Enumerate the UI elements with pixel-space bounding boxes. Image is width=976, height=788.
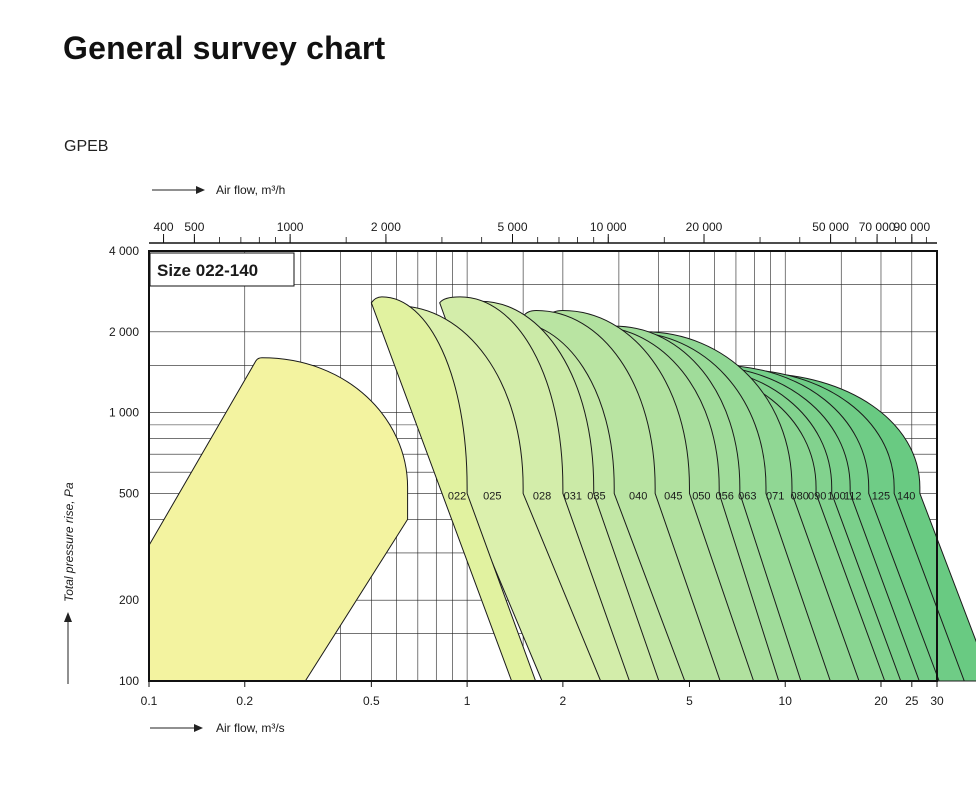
bottom-axis: 0.1 0.2 0.5 1 2 5 10 20 25 30: [141, 681, 944, 708]
bottom-tick-label: 0.2: [236, 694, 253, 708]
top-tick-label: 2 000: [371, 220, 401, 234]
size-label-040: 040: [629, 491, 647, 503]
size-label-022: 022: [448, 491, 466, 503]
chart-heading-box: Size 022-140: [149, 252, 295, 287]
size-label-125: 125: [872, 491, 890, 503]
size-label-050: 050: [692, 491, 710, 503]
chart-heading: Size 022-140: [157, 261, 258, 280]
bottom-tick-label: 2: [560, 694, 567, 708]
top-tick-label: 1000: [277, 220, 304, 234]
page-title: General survey chart: [63, 30, 386, 66]
size-label-063: 063: [738, 491, 756, 503]
y-axis-caption: Total pressure rise, Pa: [62, 482, 76, 684]
bottom-tick-label: 30: [930, 694, 944, 708]
chart-heading-background: [149, 252, 295, 287]
y-tick-label: 4 000: [109, 244, 139, 258]
bottom-tick-label: 0.5: [363, 694, 380, 708]
plot-border: [148, 250, 938, 682]
y-axis: 100 200 500 1 000 2 000 4 000: [109, 244, 139, 688]
bottom-tick-label: 25: [905, 694, 919, 708]
bottom-tick-label: 20: [874, 694, 888, 708]
size-label-025: 025: [483, 491, 501, 503]
top-tick-label: 5 000: [497, 220, 527, 234]
y-tick-label: 200: [119, 593, 139, 607]
size-label-035: 035: [587, 491, 605, 503]
y-tick-label: 100: [119, 674, 139, 688]
top-tick-label: 70 000: [859, 220, 896, 234]
plot-frame: [148, 250, 938, 682]
top-tick-label: 20 000: [686, 220, 723, 234]
y-tick-label: 500: [119, 486, 139, 500]
size-label-080: 080: [790, 491, 808, 503]
size-label-090: 090: [808, 491, 826, 503]
y-tick-label: 2 000: [109, 325, 139, 339]
size-label-031: 031: [564, 491, 582, 503]
top-tick-label: 500: [184, 220, 204, 234]
bottom-tick-label: 5: [686, 694, 693, 708]
top-axis-caption-text: Air flow, m³/h: [216, 183, 285, 197]
series-area-022: [370, 296, 537, 682]
bottom-tick-label: 10: [779, 694, 793, 708]
y-axis-caption-text: Total pressure rise, Pa: [62, 482, 76, 602]
size-label-140: 140: [897, 491, 915, 503]
top-tick-label: 400: [154, 220, 174, 234]
bottom-tick-label: 0.1: [141, 694, 158, 708]
bottom-axis-caption: Air flow, m³/s: [150, 721, 285, 735]
size-label-028: 028: [533, 491, 551, 503]
bottom-tick-label: 1: [464, 694, 471, 708]
size-label-071: 071: [766, 491, 784, 503]
top-caption-arrow-head: [196, 186, 205, 194]
top-tick-label: 90 000: [893, 220, 930, 234]
size-label-045: 045: [664, 491, 682, 503]
series-area-first-size: [148, 357, 409, 682]
top-axis: 400 500 1000 2 000 5 000 10 000 20 000 50 000 70…: [149, 220, 937, 244]
bottom-axis-caption-text: Air flow, m³/s: [216, 721, 285, 735]
product-code: GPEB: [64, 138, 109, 155]
y-tick-label: 1 000: [109, 406, 139, 420]
top-tick-label: 50 000: [812, 220, 849, 234]
top-tick-label: 10 000: [590, 220, 627, 234]
size-label-056: 056: [715, 491, 733, 503]
size-label-100: 100: [827, 491, 845, 503]
top-axis-caption: Air flow, m³/h: [152, 183, 285, 197]
y-caption-arrow-head: [64, 612, 72, 622]
size-label-112: 112: [844, 491, 862, 503]
bottom-caption-arrow-head: [194, 724, 203, 732]
